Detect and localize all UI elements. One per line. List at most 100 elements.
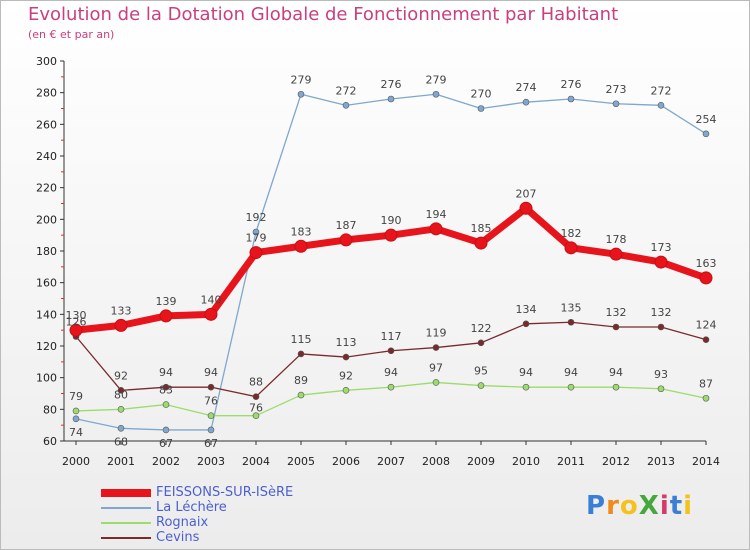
y-tick-label: 160: [36, 277, 57, 290]
data-label: 190: [381, 214, 402, 227]
data-point: [339, 233, 353, 247]
data-point: [702, 336, 710, 343]
data-point: [252, 412, 260, 419]
data-label: 140: [201, 293, 222, 306]
data-point: [567, 383, 575, 391]
data-point: [702, 394, 710, 402]
data-label: 178: [606, 233, 627, 246]
data-label: 207: [516, 187, 537, 200]
data-label: 74: [69, 426, 83, 439]
data-label: 92: [114, 369, 128, 382]
data-label: 185: [471, 222, 492, 235]
data-label: 76: [204, 395, 218, 408]
data-label: 130: [66, 309, 87, 322]
data-label: 187: [336, 219, 357, 232]
data-point: [162, 426, 170, 434]
y-tick-label: 240: [36, 150, 57, 163]
legend-label: Rognaix: [156, 515, 209, 530]
data-label: 76: [249, 402, 263, 415]
x-tick-label: 2001: [107, 455, 135, 468]
data-label: 273: [606, 83, 627, 96]
y-tick-label: 100: [36, 372, 57, 385]
x-tick-label: 2005: [287, 455, 315, 468]
data-point: [477, 339, 485, 347]
logo-letter: o: [619, 491, 639, 521]
data-label: 94: [204, 366, 218, 379]
x-tick-label: 2007: [377, 455, 405, 468]
legend-label: Cevins: [156, 530, 200, 545]
data-point: [699, 271, 713, 285]
data-point: [252, 228, 260, 236]
data-point: [522, 98, 530, 106]
y-tick-label: 120: [36, 340, 57, 353]
y-tick-label: 60: [43, 435, 57, 448]
data-point: [207, 426, 215, 434]
data-point: [519, 201, 533, 215]
data-point: [294, 239, 308, 253]
data-label: 83: [159, 384, 173, 397]
data-point: [522, 320, 530, 328]
x-tick-label: 2004: [242, 455, 270, 468]
data-label: 133: [111, 304, 132, 317]
data-point: [252, 393, 260, 400]
x-tick-label: 2011: [557, 455, 585, 468]
data-label: 122: [471, 322, 492, 335]
data-label: 89: [294, 374, 308, 387]
data-label: 87: [699, 377, 713, 390]
data-label: 276: [381, 78, 402, 91]
data-label: 132: [606, 306, 627, 319]
data-label: 276: [561, 78, 582, 91]
data-label: 94: [564, 366, 578, 379]
data-label: 134: [516, 303, 537, 316]
legend-item: Rognaix: [101, 515, 293, 530]
data-label: 182: [561, 227, 582, 240]
legend-swatch: [101, 521, 151, 524]
data-label: 126: [66, 316, 87, 329]
x-tick-label: 2010: [512, 455, 540, 468]
y-tick-label: 220: [36, 182, 57, 195]
data-point: [159, 309, 173, 323]
data-point: [657, 323, 665, 331]
legend-swatch: [101, 536, 151, 539]
data-label: 183: [291, 225, 312, 238]
data-point: [342, 353, 350, 361]
data-point: [342, 102, 350, 109]
logo-letter: r: [606, 491, 620, 521]
data-point: [432, 379, 440, 386]
data-point: [297, 90, 305, 98]
data-label: 93: [654, 368, 668, 381]
data-label: 135: [561, 301, 582, 314]
data-label: 163: [696, 257, 717, 270]
legend-item: Cevins: [101, 530, 293, 545]
data-label: 194: [426, 208, 447, 221]
x-tick-label: 2003: [197, 455, 225, 468]
legend-item: FEISSONS-SUR-ISèRE: [101, 485, 293, 500]
legend-swatch: [101, 488, 151, 497]
data-label: 124: [696, 319, 717, 332]
data-point: [564, 241, 578, 255]
data-point: [162, 383, 170, 391]
data-label: 97: [429, 361, 443, 374]
chart-title: Evolution de la Dotation Globale de Fonc…: [28, 4, 619, 25]
data-point: [249, 246, 263, 260]
chart-subtitle: (en € et par an): [28, 28, 115, 41]
data-point: [207, 412, 215, 419]
data-point: [207, 383, 215, 391]
data-point: [117, 387, 125, 394]
data-point: [387, 347, 395, 355]
data-label: 67: [159, 437, 173, 450]
data-label: 272: [336, 84, 357, 97]
logo-letter: i: [683, 491, 694, 521]
data-label: 113: [336, 336, 357, 349]
data-label: 119: [426, 327, 447, 340]
data-point: [114, 318, 128, 332]
proxiti-logo: ProXiti: [586, 491, 693, 521]
data-point: [474, 236, 488, 250]
x-tick-label: 2000: [62, 455, 90, 468]
data-point: [657, 385, 665, 393]
data-point: [387, 95, 395, 103]
logo-letter: t: [669, 491, 684, 521]
data-label: 272: [651, 84, 672, 97]
y-tick-label: 180: [36, 245, 57, 258]
